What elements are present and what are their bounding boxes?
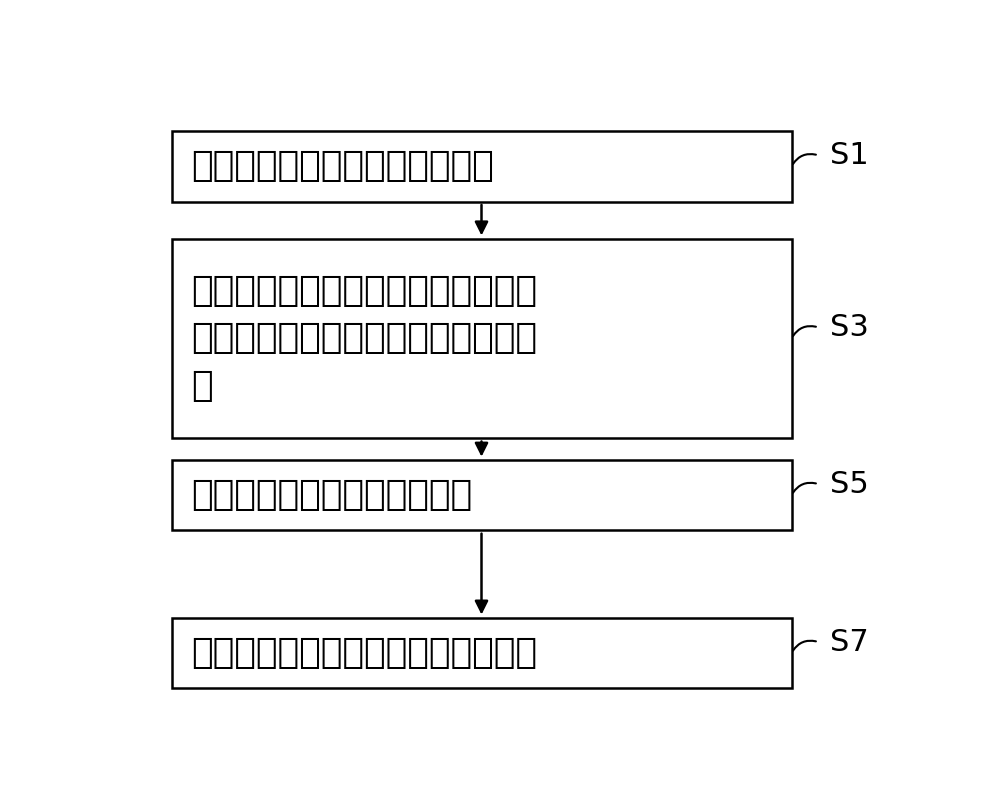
Bar [172,239,792,438]
Text: 贴合多个所述膜片于多个所述基板上: 贴合多个所述膜片于多个所述基板上 [191,636,537,670]
Text: 影像感测多个所述膜片的位置于多个
所述基板的位置，并分别进行对位校
正: 影像感测多个所述膜片的位置于多个 所述基板的位置，并分别进行对位校 正 [191,274,537,403]
Text: S1: S1 [830,141,869,170]
Text: S5: S5 [830,469,869,499]
Bar [172,131,792,202]
Text: 取多个所述膜片与多个所述基板: 取多个所述膜片与多个所述基板 [191,149,494,184]
Text: 除去多个所述膜片上的离型膜: 除去多个所述膜片上的离型膜 [191,478,472,512]
Text: S3: S3 [830,313,869,342]
Text: S7: S7 [830,627,869,657]
Bar [172,460,792,531]
Bar [172,618,792,689]
